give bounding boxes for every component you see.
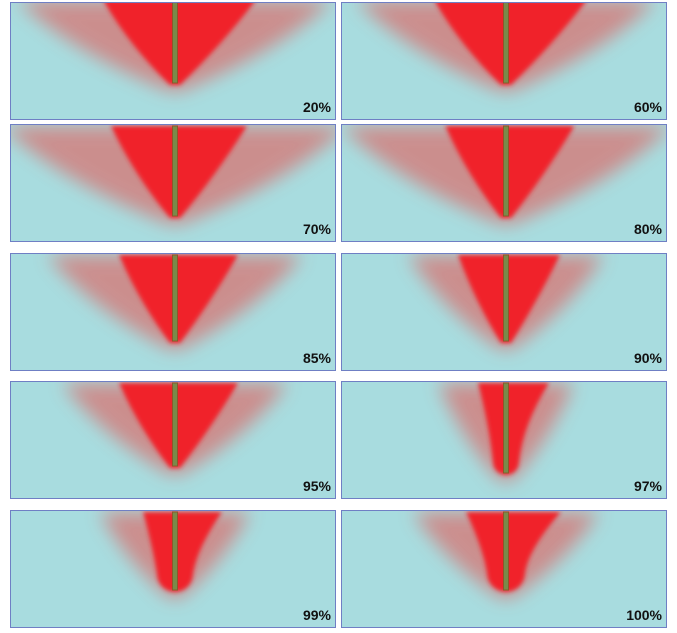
pile — [504, 0, 509, 83]
pile — [173, 512, 178, 590]
page: 20%60%70%80%85%90%95%97%99%100% (() => {… — [0, 0, 677, 633]
panel: 80% — [341, 124, 671, 242]
panel: 70% — [3, 124, 348, 242]
pile — [504, 126, 509, 216]
panel-label: 80% — [634, 221, 663, 237]
pile — [504, 255, 509, 341]
panel: 85% — [10, 253, 336, 371]
pile — [173, 383, 178, 466]
panel-label: 95% — [303, 478, 332, 494]
pile — [504, 512, 509, 590]
panel: 90% — [341, 253, 667, 371]
pile — [504, 383, 509, 473]
panel-label: 99% — [303, 607, 332, 623]
panel: 99% — [10, 510, 336, 628]
panel: 20% — [10, 0, 336, 120]
panel-label: 85% — [303, 350, 332, 366]
panel-label: 20% — [303, 99, 332, 115]
panel: 97% — [341, 381, 667, 499]
panel: 95% — [10, 381, 336, 499]
panel-label: 97% — [634, 478, 663, 494]
panel-label: 90% — [634, 350, 663, 366]
panel-label: 60% — [634, 99, 663, 115]
figure: 20% 60% 70% 80% 85% 90% 95% 97% 99% 100% — [0, 0, 677, 633]
pile — [173, 255, 178, 341]
panel-label: 100% — [626, 607, 662, 623]
pile — [173, 0, 178, 83]
panel: 100% — [341, 510, 667, 628]
pile — [173, 126, 178, 216]
panel: 60% — [341, 0, 667, 120]
panel-label: 70% — [303, 221, 332, 237]
